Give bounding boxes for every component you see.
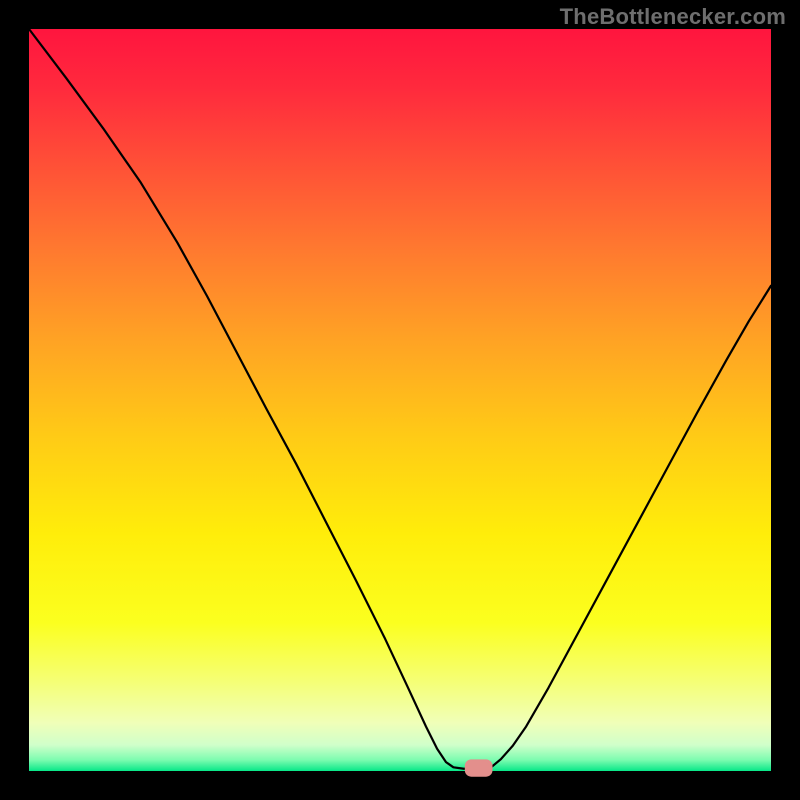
bottleneck-plot	[0, 0, 800, 800]
optimal-point-marker	[465, 760, 492, 776]
plot-background	[29, 29, 771, 771]
chart-frame: TheBottlenecker.com	[0, 0, 800, 800]
